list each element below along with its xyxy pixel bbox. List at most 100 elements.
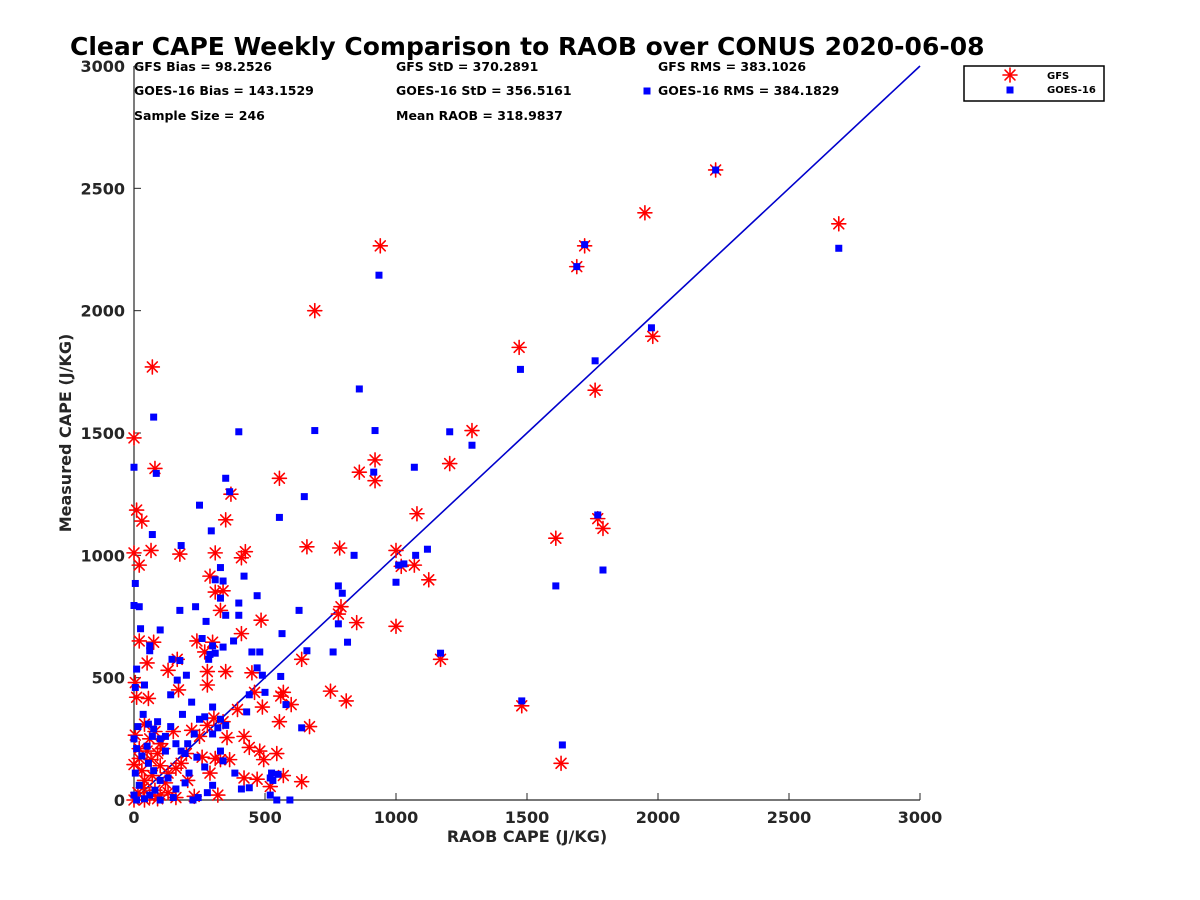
gfs-point xyxy=(126,430,142,446)
goes16-point xyxy=(178,710,186,718)
goes16-point xyxy=(185,769,193,777)
gfs-point xyxy=(330,606,347,622)
legend-goes16-label: GOES-16 xyxy=(1047,85,1096,96)
goes-std-text: GOES-16 StD = 356.5161 xyxy=(396,83,572,98)
gfs-point xyxy=(420,571,437,588)
gfs-point xyxy=(126,756,142,773)
gfs-point xyxy=(406,557,423,573)
goes16-point xyxy=(196,715,203,723)
goes16-point xyxy=(196,501,203,509)
goes16-point xyxy=(371,427,379,435)
goes16-point xyxy=(219,757,227,765)
goes16-point xyxy=(182,671,190,679)
gfs-point xyxy=(217,512,234,528)
goes16-point xyxy=(173,676,181,684)
gfs-point xyxy=(388,542,404,559)
goes16-point xyxy=(581,241,589,249)
gfs-point xyxy=(199,677,216,693)
goes16-series xyxy=(130,166,843,804)
goes-bias-text: GOES-16 Bias = 143.1529 xyxy=(134,83,314,98)
goes16-rms-marker xyxy=(643,87,651,95)
goes16-point xyxy=(552,582,560,590)
goes16-point xyxy=(278,630,286,638)
goes16-point xyxy=(370,468,378,476)
goes16-point xyxy=(375,271,383,279)
goes16-point xyxy=(202,617,210,625)
goes16-point xyxy=(222,474,230,482)
gfs-point xyxy=(351,464,368,480)
goes16-point xyxy=(647,324,655,332)
goes16-point xyxy=(329,648,337,656)
goes16-point xyxy=(181,779,189,787)
legend-gfs-marker xyxy=(1002,67,1018,83)
legend: GFS GOES-16 xyxy=(643,65,1105,102)
goes16-point xyxy=(258,671,266,679)
gfs-std-text: GFS StD = 370.2891 xyxy=(396,59,538,74)
goes16-point xyxy=(206,650,214,658)
goes16-point xyxy=(235,611,243,619)
goes16-point xyxy=(169,794,177,802)
gfs-point xyxy=(830,216,847,232)
goes16-point xyxy=(177,542,185,550)
goes16-point xyxy=(135,781,143,789)
gfs-point xyxy=(271,713,288,730)
goes16-point xyxy=(243,708,251,716)
goes16-point xyxy=(134,723,142,731)
goes16-point xyxy=(167,691,175,699)
goes16-point xyxy=(222,721,230,729)
gfs-point xyxy=(348,614,365,631)
x-ticks: 0 500 1000 1500 2000 2500 3000 xyxy=(128,793,942,827)
goes16-point xyxy=(437,649,445,657)
goes16-point xyxy=(468,441,476,449)
goes16-point xyxy=(591,357,599,365)
goes16-point xyxy=(140,681,148,689)
gfs-point xyxy=(229,701,246,718)
goes16-point xyxy=(219,577,227,585)
goes16-point xyxy=(286,796,294,804)
gfs-point xyxy=(128,502,145,518)
goes16-point xyxy=(172,740,180,748)
goes16-point xyxy=(209,730,217,738)
gfs-point xyxy=(131,557,148,573)
goes16-point xyxy=(192,603,200,611)
gfs-point xyxy=(160,784,176,801)
goes16-point xyxy=(130,735,138,743)
y-tick-label: 1000 xyxy=(80,546,125,565)
goes16-point xyxy=(131,683,139,691)
gfs-bias-text: GFS Bias = 98.2526 xyxy=(134,59,272,74)
legend-goes16-marker xyxy=(643,86,1014,95)
gfs-point xyxy=(233,625,250,642)
x-axis-label: RAOB CAPE (J/KG) xyxy=(447,827,607,846)
gfs-point xyxy=(595,520,611,537)
goes16-point xyxy=(253,664,261,672)
gfs-point xyxy=(275,684,292,701)
goes16-point xyxy=(130,791,138,799)
goes16-point xyxy=(176,657,184,665)
goes16-point xyxy=(176,606,184,614)
goes16-point xyxy=(140,795,148,803)
goes16-point xyxy=(156,735,164,743)
gfs-point xyxy=(139,655,155,671)
goes16-point xyxy=(188,698,196,706)
gfs-point xyxy=(144,359,161,375)
goes16-point xyxy=(135,603,143,611)
gfs-point xyxy=(464,422,480,439)
goes16-point xyxy=(150,725,158,733)
goes16-point xyxy=(161,747,169,755)
goes-rms-text: GOES-16 RMS = 384.1829 xyxy=(658,83,839,98)
goes16-point xyxy=(184,740,192,748)
goes16-point xyxy=(216,564,224,572)
goes16-point xyxy=(226,488,234,496)
gfs-point xyxy=(587,382,603,398)
goes16-point xyxy=(156,776,164,784)
gfs-point xyxy=(409,505,425,522)
goes16-point xyxy=(211,649,219,657)
goes16-point xyxy=(164,774,172,782)
goes16-point xyxy=(518,697,526,705)
gfs-point xyxy=(134,513,150,529)
goes16-point xyxy=(146,791,154,799)
goes16-point xyxy=(303,647,311,655)
goes16-point xyxy=(203,789,211,797)
gfs-point xyxy=(152,757,168,774)
